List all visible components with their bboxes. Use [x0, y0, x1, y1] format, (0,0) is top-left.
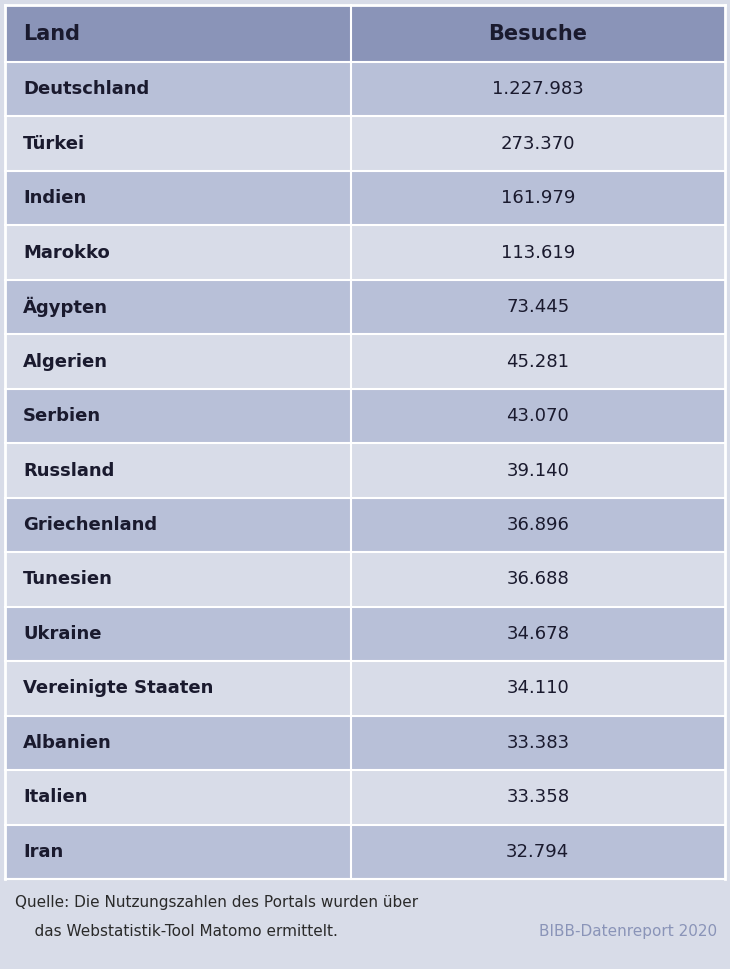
Bar — [5, 226, 725, 280]
Text: Land: Land — [23, 23, 80, 44]
Text: 36.896: 36.896 — [507, 516, 569, 534]
Text: Griechenland: Griechenland — [23, 516, 157, 534]
Text: Indien: Indien — [23, 189, 86, 207]
Text: BIBB-Datenreport 2020: BIBB-Datenreport 2020 — [539, 924, 717, 939]
Text: 39.140: 39.140 — [507, 461, 569, 480]
Bar — [5, 552, 725, 607]
Bar — [5, 171, 725, 226]
Text: Ukraine: Ukraine — [23, 625, 101, 642]
Text: 45.281: 45.281 — [507, 353, 569, 370]
Text: 161.979: 161.979 — [501, 189, 575, 207]
Text: Besuche: Besuche — [488, 23, 588, 44]
Bar — [5, 443, 725, 498]
Text: Algerien: Algerien — [23, 353, 108, 370]
Text: 33.358: 33.358 — [506, 789, 569, 806]
Text: Russland: Russland — [23, 461, 115, 480]
Text: 113.619: 113.619 — [501, 243, 575, 262]
Text: 33.383: 33.383 — [506, 734, 569, 752]
Bar — [5, 825, 725, 879]
Bar — [5, 334, 725, 389]
Text: 32.794: 32.794 — [506, 843, 569, 860]
Bar — [5, 280, 725, 334]
Text: das Webstatistik-Tool Matomo ermittelt.: das Webstatistik-Tool Matomo ermittelt. — [15, 924, 338, 939]
Text: Marokko: Marokko — [23, 243, 110, 262]
Text: Italien: Italien — [23, 789, 88, 806]
Text: 73.445: 73.445 — [506, 298, 569, 316]
Text: 34.110: 34.110 — [507, 679, 569, 698]
Text: Ägypten: Ägypten — [23, 297, 108, 317]
Bar — [5, 116, 725, 171]
Text: Serbien: Serbien — [23, 407, 101, 425]
Bar — [5, 770, 725, 825]
Text: Türkei: Türkei — [23, 135, 85, 153]
Text: 1.227.983: 1.227.983 — [492, 80, 584, 98]
Text: Deutschland: Deutschland — [23, 80, 149, 98]
Bar — [5, 5, 725, 62]
Text: 273.370: 273.370 — [501, 135, 575, 153]
Bar — [5, 879, 725, 964]
Bar — [5, 715, 725, 770]
Text: 36.688: 36.688 — [507, 571, 569, 588]
Text: Vereinigte Staaten: Vereinigte Staaten — [23, 679, 213, 698]
Text: Tunesien: Tunesien — [23, 571, 113, 588]
Text: Iran: Iran — [23, 843, 64, 860]
Text: 34.678: 34.678 — [507, 625, 569, 642]
Text: Quelle: Die Nutzungszahlen des Portals wurden über: Quelle: Die Nutzungszahlen des Portals w… — [15, 895, 418, 910]
Bar — [5, 498, 725, 552]
Bar — [5, 62, 725, 116]
Bar — [5, 607, 725, 661]
Bar — [5, 389, 725, 443]
Text: Albanien: Albanien — [23, 734, 112, 752]
Bar — [5, 661, 725, 715]
Text: 43.070: 43.070 — [507, 407, 569, 425]
